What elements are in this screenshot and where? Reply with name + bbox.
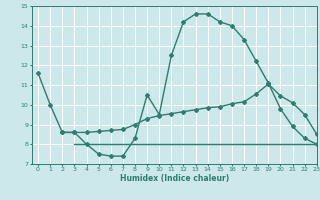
X-axis label: Humidex (Indice chaleur): Humidex (Indice chaleur): [120, 174, 229, 183]
